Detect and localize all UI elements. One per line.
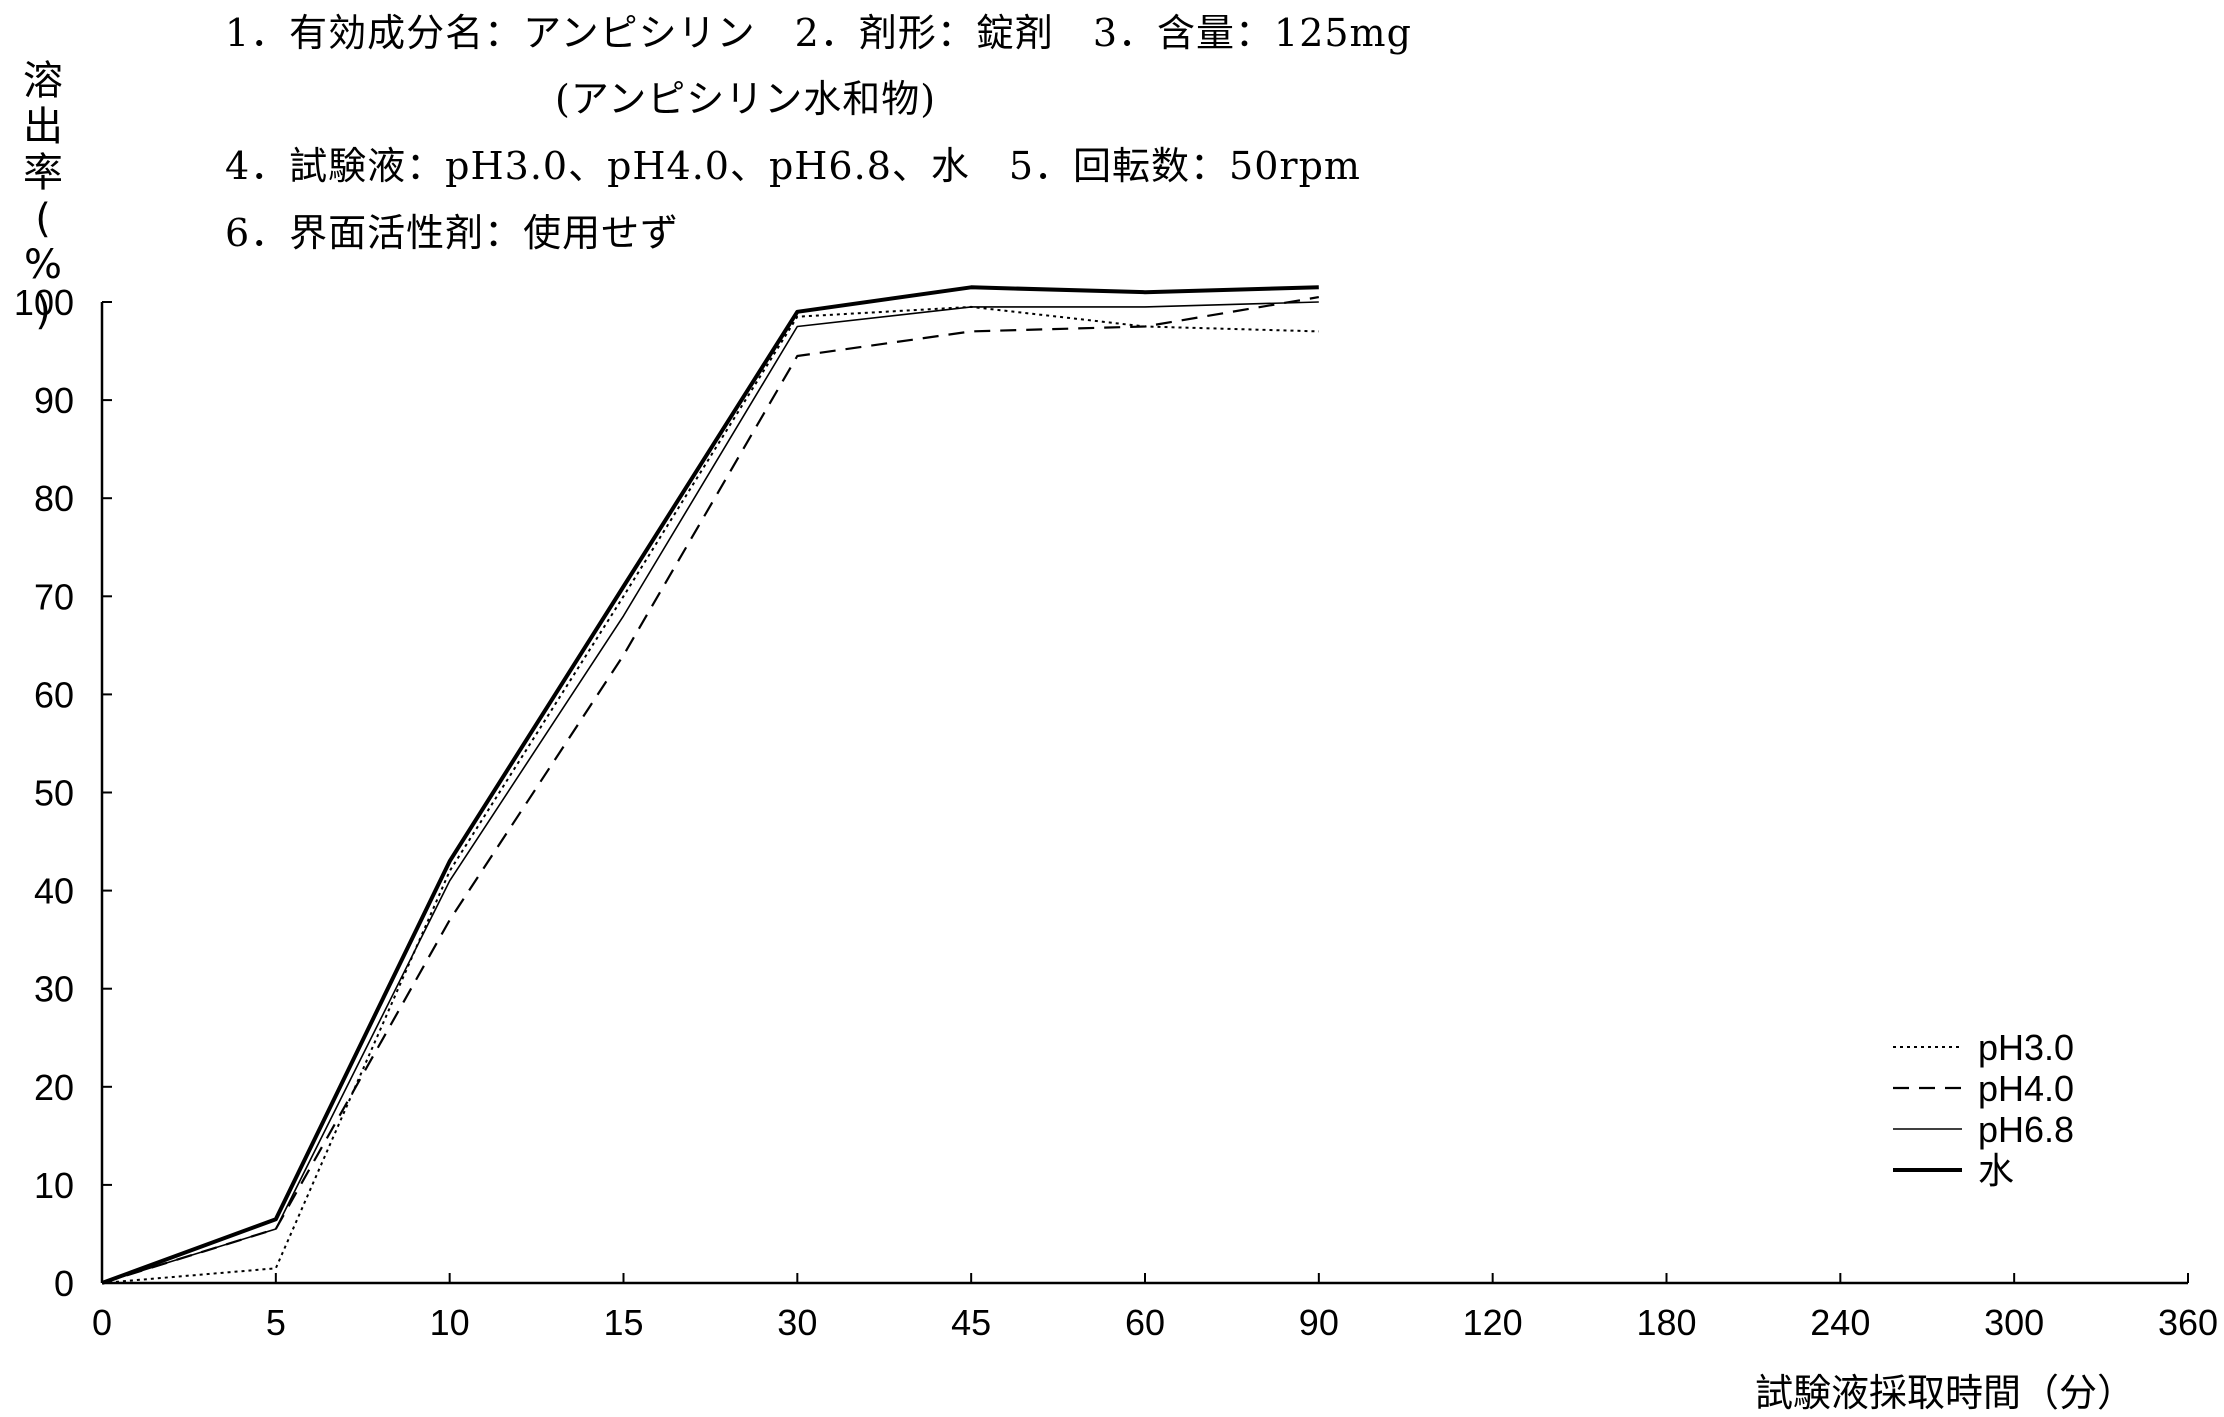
legend-label: pH3.0 xyxy=(1978,1027,2074,1068)
y-axis-label-char: 率 xyxy=(23,150,63,196)
y-tick-label: 0 xyxy=(54,1263,74,1304)
x-tick-label: 15 xyxy=(603,1302,643,1343)
series-line-pH6.8 xyxy=(101,301,1319,1284)
info-line-4: 6．界面活性剤：使用せず xyxy=(225,211,680,255)
x-tick-label: 300 xyxy=(1984,1302,2044,1343)
x-tick-label: 240 xyxy=(1810,1302,1870,1343)
x-tick-label: 60 xyxy=(1125,1302,1165,1343)
series-line-水 xyxy=(101,285,1319,1285)
y-tick-label: 80 xyxy=(34,478,74,519)
y-axis-label: 溶 出 率 ( % ) xyxy=(18,58,68,334)
x-tick-label: 45 xyxy=(951,1302,991,1343)
legend-label: 水 xyxy=(1978,1150,2014,1191)
x-tick-label: 180 xyxy=(1636,1302,1696,1343)
y-axis-label-char: % xyxy=(23,242,62,288)
y-axis-label-char: ) xyxy=(35,288,51,334)
y-axis-label-char: 出 xyxy=(23,104,63,150)
legend-label: pH4.0 xyxy=(1978,1068,2074,1109)
x-tick-label: 120 xyxy=(1463,1302,1523,1343)
y-tick-label: 40 xyxy=(34,871,74,912)
legend-label: pH6.8 xyxy=(1978,1109,2074,1150)
chart-series-layer xyxy=(101,285,1319,1285)
info-line-3: 4．試験液：pH3.0、pH4.0、pH6.8、水 5．回転数：50rpm xyxy=(225,144,1361,188)
y-tick-label: 60 xyxy=(34,674,74,715)
y-tick-label: 20 xyxy=(34,1067,74,1108)
y-tick-label: 100 xyxy=(14,282,74,323)
y-tick-label: 70 xyxy=(34,576,74,617)
x-tick-label: 90 xyxy=(1299,1302,1339,1343)
y-axis-label-char: 溶 xyxy=(23,58,63,104)
x-tick-label: 0 xyxy=(92,1302,112,1343)
x-tick-label: 360 xyxy=(2158,1302,2218,1343)
y-tick-label: 30 xyxy=(34,969,74,1010)
chart-axes: 0 10 20 30 40 50 60 70 80 90 100 0 5 10 15 30 45 60 90 120 1… xyxy=(14,282,2218,1343)
x-axis-label: 試験液採取時間（分） xyxy=(1755,1371,2136,1415)
x-tick-label: 5 xyxy=(266,1302,286,1343)
series-line-pH3.0 xyxy=(101,305,1319,1284)
info-line-2: (アンピシリン水和物) xyxy=(555,77,937,121)
info-line-1: 1．有効成分名：アンピシリン 2．剤形：錠剤 3．含量：125mg xyxy=(225,11,1412,55)
y-axis-label-char: ( xyxy=(35,196,51,242)
series-line-pH4.0 xyxy=(101,296,1319,1285)
y-tick-label: 50 xyxy=(34,773,74,814)
x-tick-label: 10 xyxy=(430,1302,470,1343)
x-tick-label: 30 xyxy=(777,1302,817,1343)
y-tick-label: 90 xyxy=(34,380,74,421)
y-tick-label: 10 xyxy=(34,1165,74,1206)
